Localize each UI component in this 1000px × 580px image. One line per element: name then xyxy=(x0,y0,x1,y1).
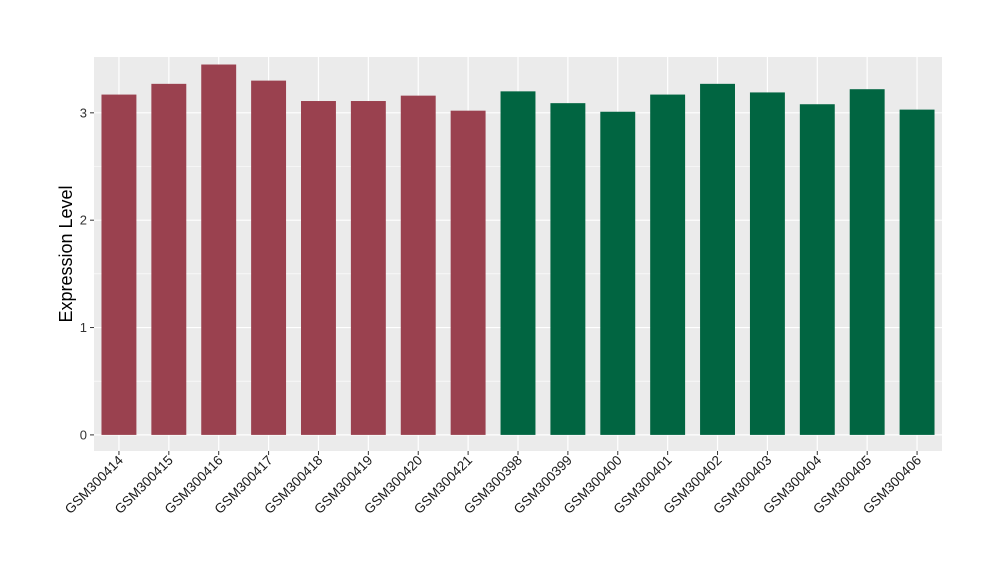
bar-GSM300399 xyxy=(550,103,586,435)
bar-GSM300400 xyxy=(600,111,636,435)
bar-GSM300398 xyxy=(500,91,536,435)
bar-GSM300403 xyxy=(749,92,785,435)
bar-GSM300421 xyxy=(450,110,486,435)
bar-GSM300414 xyxy=(101,94,137,435)
bar-GSM300415 xyxy=(151,83,187,435)
y-tick-label: 1 xyxy=(80,320,87,335)
bars xyxy=(101,64,935,435)
bar-GSM300404 xyxy=(799,104,835,435)
bar-GSM300402 xyxy=(700,83,735,435)
bar-GSM300406 xyxy=(899,109,935,435)
y-tick-label: 3 xyxy=(80,105,87,120)
bar-GSM300418 xyxy=(301,101,336,435)
y-axis: 0 1 2 3 xyxy=(80,105,94,442)
y-tick-label: 0 xyxy=(80,427,87,442)
bar-GSM300419 xyxy=(350,101,386,435)
y-axis-title: Expression Level xyxy=(56,185,76,322)
x-axis: GSM300414GSM300415GSM300416GSM300417GSM3… xyxy=(62,451,924,517)
y-tick-label: 2 xyxy=(80,213,87,228)
bar-GSM300420 xyxy=(400,95,436,435)
bar-GSM300401 xyxy=(650,94,686,435)
bar-GSM300417 xyxy=(251,80,287,435)
bar-GSM300405 xyxy=(849,89,885,435)
bar-GSM300416 xyxy=(201,64,237,435)
